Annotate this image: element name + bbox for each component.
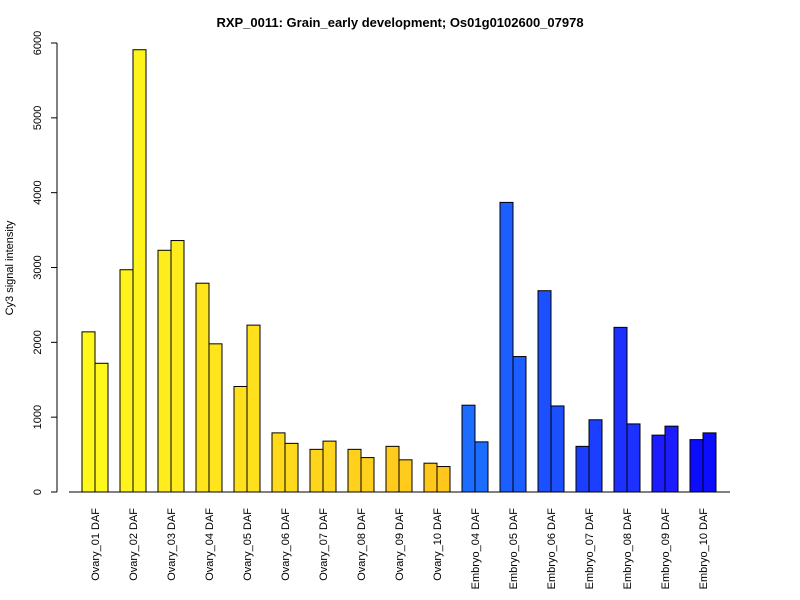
- bar: [664, 425, 679, 493]
- x-category-label: Embryo_09 DAF: [660, 508, 672, 590]
- bar: [588, 419, 603, 493]
- bar: [284, 442, 299, 493]
- x-category-label: Embryo_07 DAF: [584, 508, 596, 590]
- y-tick-label: 5000: [32, 106, 44, 130]
- x-category-label: Ovary_05 DAF: [242, 508, 254, 581]
- bar: [233, 385, 248, 493]
- y-tick-label: 1000: [32, 405, 44, 429]
- bar: [651, 434, 666, 493]
- bar: [322, 440, 337, 493]
- bar: [157, 249, 172, 493]
- bar: [81, 331, 96, 493]
- y-tick-label: 0: [32, 489, 44, 495]
- bar: [398, 459, 413, 493]
- bar: [208, 343, 223, 493]
- x-category-label: Ovary_08 DAF: [356, 508, 368, 581]
- chart-title: RXP_0011: Grain_early development; Os01g…: [216, 15, 583, 30]
- x-category-label: Ovary_04 DAF: [204, 508, 216, 581]
- y-axis-label: Cy3 signal intensity: [4, 220, 16, 315]
- x-category-label: Ovary_02 DAF: [128, 508, 140, 581]
- bar: [689, 439, 704, 493]
- x-category-label: Ovary_01 DAF: [90, 508, 102, 581]
- x-category-label: Embryo_06 DAF: [546, 508, 558, 590]
- bar: [512, 356, 527, 493]
- x-category-label: Ovary_06 DAF: [280, 508, 292, 581]
- bar: [436, 466, 451, 493]
- x-category-label: Embryo_05 DAF: [508, 508, 520, 590]
- bar: [626, 423, 641, 493]
- bar: [537, 290, 552, 493]
- bar: [246, 324, 261, 493]
- bar: [360, 457, 375, 493]
- x-category-label: Embryo_08 DAF: [622, 508, 634, 590]
- bar: [575, 445, 590, 493]
- x-category-label: Ovary_03 DAF: [166, 508, 178, 581]
- bar: [195, 282, 210, 493]
- x-category-label: Ovary_10 DAF: [432, 508, 444, 581]
- bar: [347, 448, 362, 493]
- y-tick-label: 6000: [32, 31, 44, 55]
- plot-area: 0 1000 2000 3000 4000 5000 6000 Ovary_01 DAF Ova…: [32, 31, 730, 590]
- bar: [499, 201, 514, 493]
- bar: [385, 445, 400, 493]
- x-category-label: Embryo_10 DAF: [698, 508, 710, 590]
- bar: [550, 405, 565, 493]
- y-tick-label: 2000: [32, 330, 44, 354]
- bar: [94, 362, 109, 493]
- bar: [613, 326, 628, 493]
- bar: [170, 240, 185, 493]
- x-category-label: Ovary_07 DAF: [318, 508, 330, 581]
- x-category-label: Ovary_09 DAF: [394, 508, 406, 581]
- bar: [132, 49, 147, 493]
- bar: [702, 432, 717, 493]
- y-tick-label: 3000: [32, 255, 44, 279]
- bar: [309, 448, 324, 493]
- x-category-label: Embryo_04 DAF: [470, 508, 482, 590]
- bar: [474, 441, 489, 493]
- bar: [461, 404, 476, 493]
- bar: [423, 462, 438, 493]
- y-tick-label: 4000: [32, 180, 44, 204]
- bar: [271, 432, 286, 493]
- bar: [119, 269, 134, 493]
